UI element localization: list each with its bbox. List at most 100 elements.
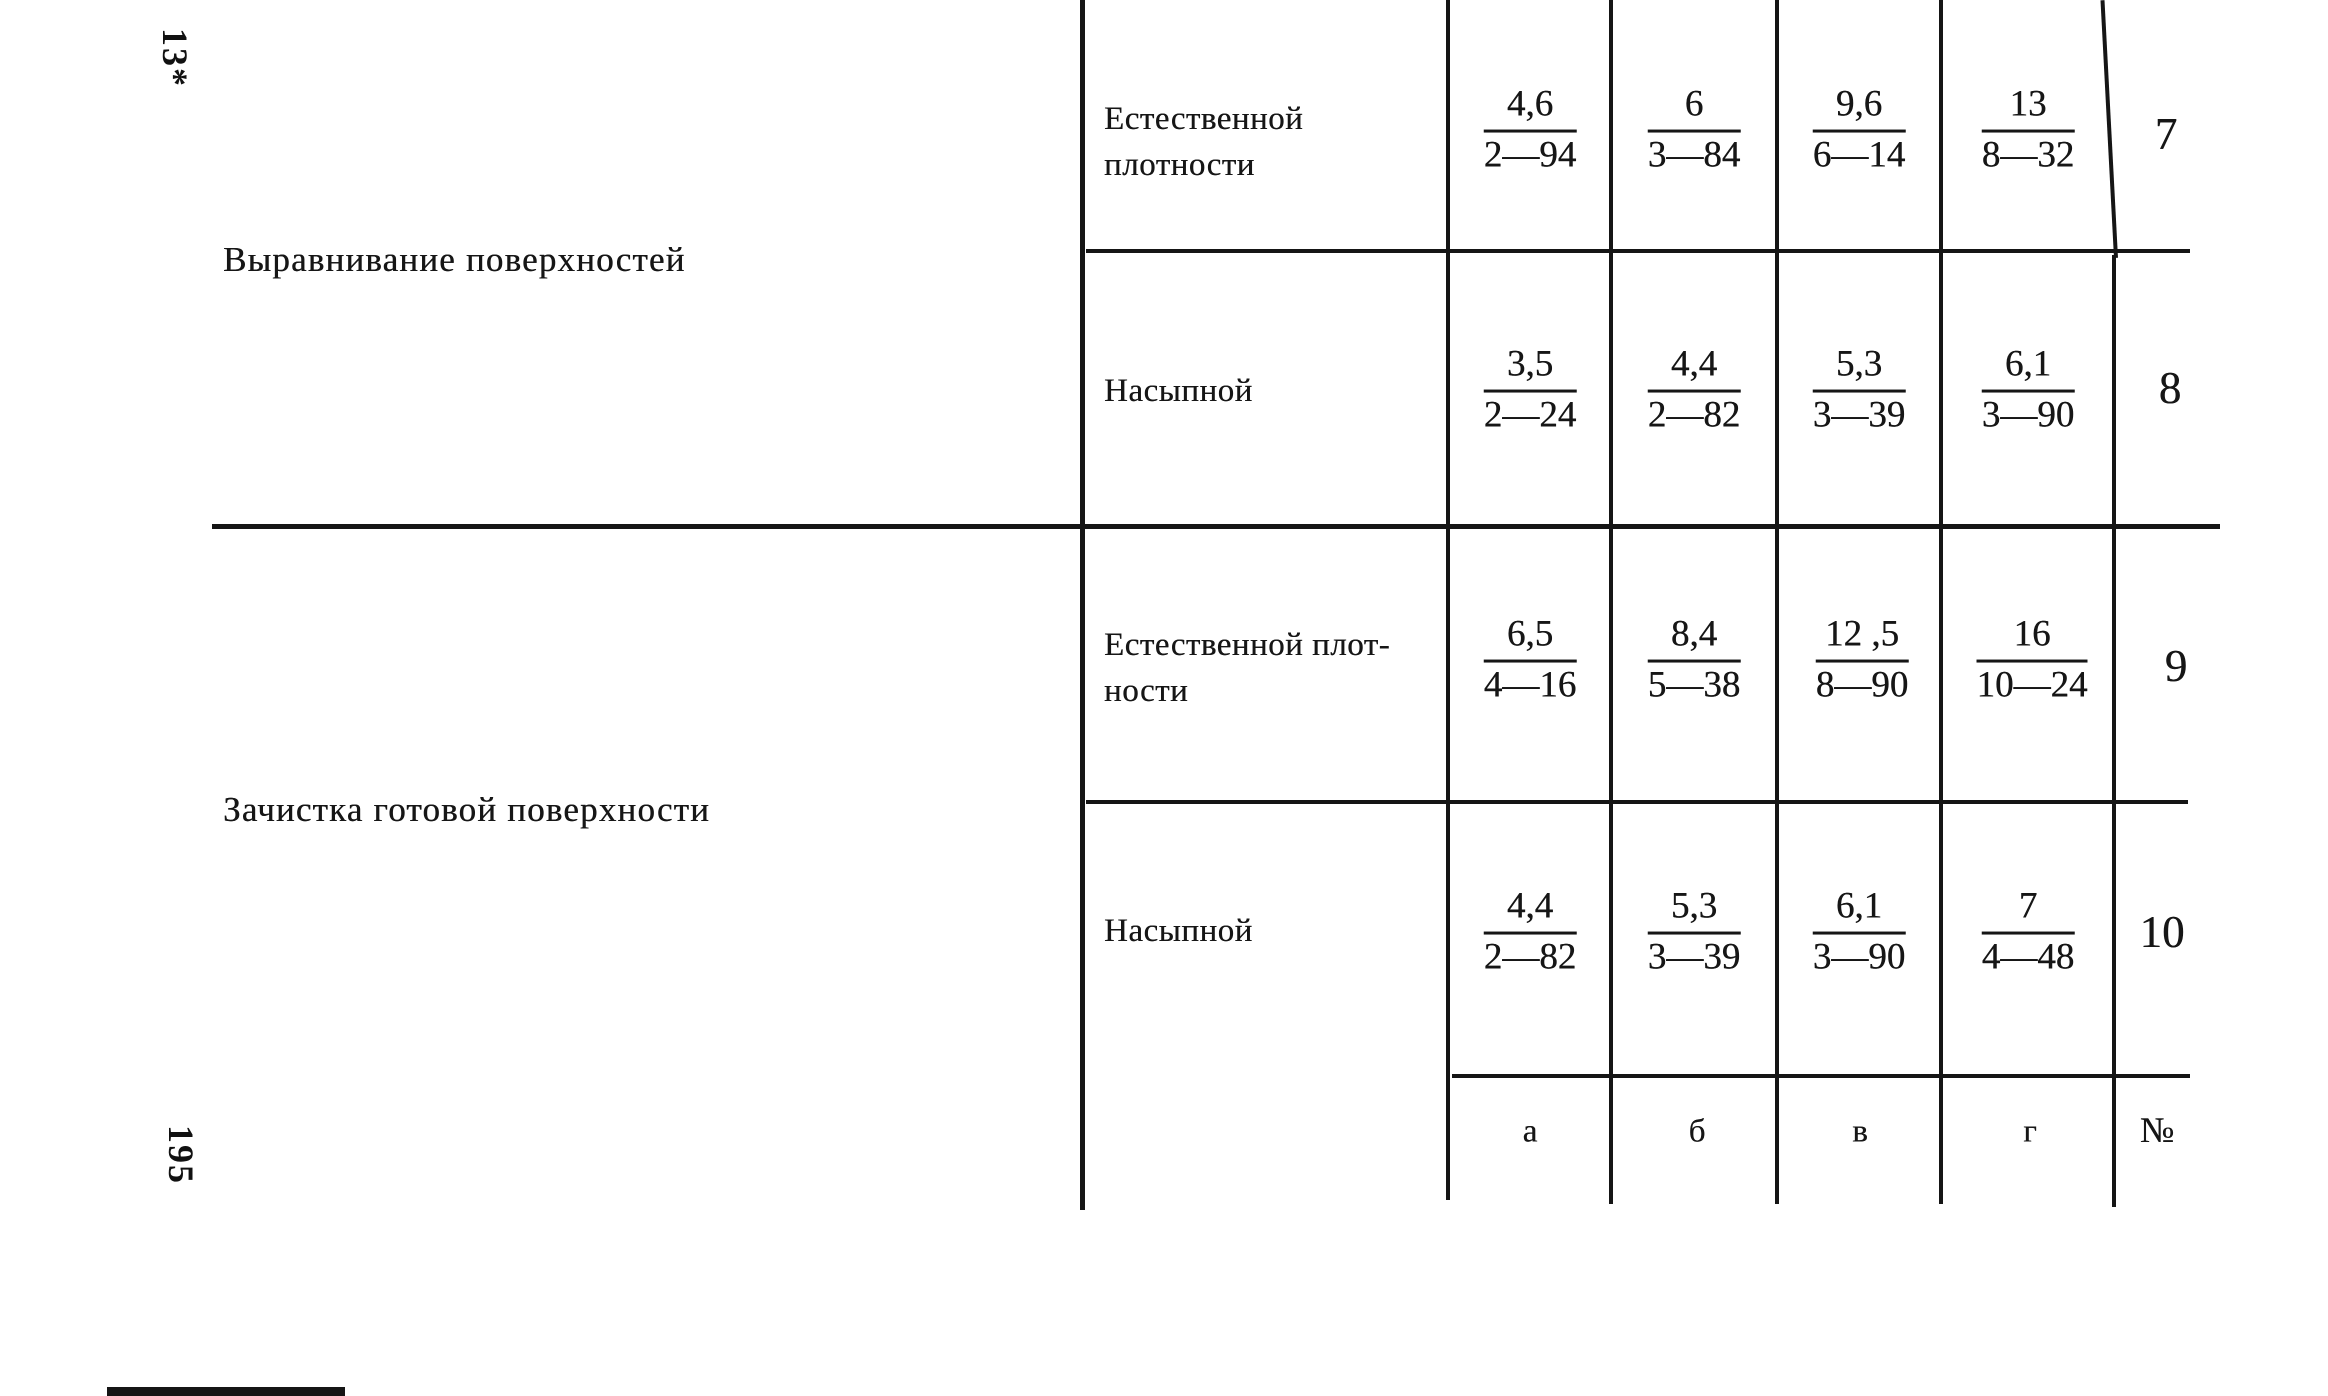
column-header-v: в — [1852, 1113, 1868, 1150]
table-cell-fraction: 8,4 5—38 — [1647, 613, 1741, 706]
fraction-numerator: 6,5 — [1506, 613, 1554, 655]
condition-label: Насыпной — [1104, 368, 1424, 414]
fraction-denominator: 2—24 — [1483, 394, 1577, 436]
fraction-denominator: 5—38 — [1647, 664, 1741, 706]
table-cell-fraction: 4,6 2—94 — [1483, 83, 1577, 176]
page-number: 195 — [161, 1125, 201, 1185]
fraction-numerator: 4,4 — [1506, 885, 1554, 927]
fraction-numerator: 4,6 — [1506, 83, 1554, 125]
fraction-bar — [1981, 129, 2075, 133]
row-number: 7 — [2154, 109, 2178, 159]
fraction-bar — [1647, 389, 1741, 393]
table-rule-vertical — [1446, 0, 1450, 1200]
fraction-denominator: 2—82 — [1647, 394, 1741, 436]
column-header-no: № — [2139, 1110, 2175, 1150]
row-number: 10 — [2139, 907, 2185, 957]
fraction-denominator: 2—82 — [1483, 936, 1577, 978]
fraction-bar — [1812, 389, 1906, 393]
table-rule-horizontal — [1086, 800, 2188, 804]
fraction-bar — [1483, 389, 1577, 393]
condition-label: Естественной плотности — [1104, 96, 1424, 188]
condition-label-line: Насыпной — [1104, 373, 1253, 409]
fraction-denominator: 3—90 — [1812, 936, 1906, 978]
table-rule-horizontal-section — [212, 524, 2220, 529]
table-cell-fraction: 12 ,5 8—90 — [1815, 613, 1909, 706]
fraction-numerator: 16 — [2013, 613, 2051, 655]
condition-label-line: ности — [1104, 673, 1189, 709]
fraction-numerator: 3,5 — [1506, 343, 1554, 385]
column-header-g: г — [2023, 1113, 2037, 1150]
table-rule-vertical — [2112, 255, 2116, 1207]
fraction-denominator: 3—90 — [1981, 394, 2075, 436]
row-number: 8 — [2158, 363, 2182, 413]
table-rule-vertical — [1939, 0, 1943, 1204]
condition-label-line: Насыпной — [1104, 913, 1253, 949]
table-rule-vertical-main — [1080, 0, 1085, 1210]
condition-label-line: Естественной — [1104, 101, 1304, 137]
table-cell-fraction: 3,5 2—24 — [1483, 343, 1577, 436]
fraction-bar — [1815, 659, 1909, 663]
table-cell-fraction: 4,4 2—82 — [1483, 885, 1577, 978]
fraction-denominator: 8—90 — [1815, 664, 1909, 706]
fraction-bar — [1981, 389, 2075, 393]
fraction-bar — [1976, 659, 2088, 663]
fraction-numerator: 6,1 — [1835, 885, 1883, 927]
fraction-denominator: 4—16 — [1483, 664, 1577, 706]
fraction-denominator: 6—14 — [1812, 134, 1906, 176]
work-type-label: Выравнивание поверхностей — [223, 240, 686, 279]
fraction-bar — [1647, 931, 1741, 935]
work-type-label: Зачистка готовой поверхности — [223, 790, 711, 829]
fraction-denominator: 10—24 — [1976, 664, 2088, 706]
fraction-numerator: 4,4 — [1670, 343, 1718, 385]
fraction-numerator: 13 — [2009, 83, 2047, 125]
condition-label-line: Естественной плот- — [1104, 627, 1391, 663]
fraction-denominator: 4—48 — [1981, 936, 2075, 978]
table-cell-fraction: 6,5 4—16 — [1483, 613, 1577, 706]
fraction-numerator: 9,6 — [1835, 83, 1883, 125]
condition-label: Насыпной — [1104, 908, 1424, 954]
table-rule-horizontal-footer — [1452, 1074, 2190, 1078]
condition-label: Естественной плот- ности — [1104, 622, 1434, 714]
fraction-denominator: 3—39 — [1812, 394, 1906, 436]
table-cell-fraction: 6,1 3—90 — [1812, 885, 1906, 978]
fraction-bar — [1981, 931, 2075, 935]
fraction-bar — [1483, 659, 1577, 663]
fraction-bar — [1647, 129, 1741, 133]
table-cell-fraction: 5,3 3—39 — [1647, 885, 1741, 978]
fraction-bar — [1483, 129, 1577, 133]
table-rule-vertical — [1609, 0, 1613, 1204]
fraction-denominator: 8—32 — [1981, 134, 2075, 176]
table-cell-fraction: 4,4 2—82 — [1647, 343, 1741, 436]
table-rule-horizontal — [1086, 249, 2190, 253]
table-cell-fraction: 6,1 3—90 — [1981, 343, 2075, 436]
fraction-numerator: 12 ,5 — [1825, 613, 1899, 655]
fraction-numerator: 6,1 — [2004, 343, 2052, 385]
fraction-numerator: 5,3 — [1670, 885, 1718, 927]
fraction-numerator: 7 — [2018, 885, 2038, 927]
table-cell-fraction: 13 8—32 — [1981, 83, 2075, 176]
fraction-bar — [1812, 129, 1906, 133]
fraction-numerator: 5,3 — [1835, 343, 1883, 385]
column-header-b: б — [1688, 1113, 1706, 1150]
row-number: 9 — [2164, 641, 2188, 691]
fraction-bar — [1812, 931, 1906, 935]
table-cell-fraction: 9,6 6—14 — [1812, 83, 1906, 176]
table-cell-fraction: 5,3 3—39 — [1812, 343, 1906, 436]
sheet-marker: 13* — [155, 28, 195, 88]
bottom-margin-bar — [107, 1387, 345, 1396]
fraction-denominator: 2—94 — [1483, 134, 1577, 176]
table-cell-fraction: 6 3—84 — [1647, 83, 1741, 176]
fraction-numerator: 6 — [1684, 83, 1704, 125]
table-rule-vertical — [1775, 0, 1779, 1204]
table-rule-vertical — [2100, 0, 2118, 259]
condition-label-line: плотности — [1104, 147, 1255, 183]
column-header-a: а — [1522, 1113, 1538, 1150]
fraction-denominator: 3—39 — [1647, 936, 1741, 978]
fraction-numerator: 8,4 — [1670, 613, 1718, 655]
fraction-denominator: 3—84 — [1647, 134, 1741, 176]
table-cell-fraction: 7 4—48 — [1981, 885, 2075, 978]
fraction-bar — [1483, 931, 1577, 935]
fraction-bar — [1647, 659, 1741, 663]
table-cell-fraction: 16 10—24 — [1976, 613, 2088, 706]
